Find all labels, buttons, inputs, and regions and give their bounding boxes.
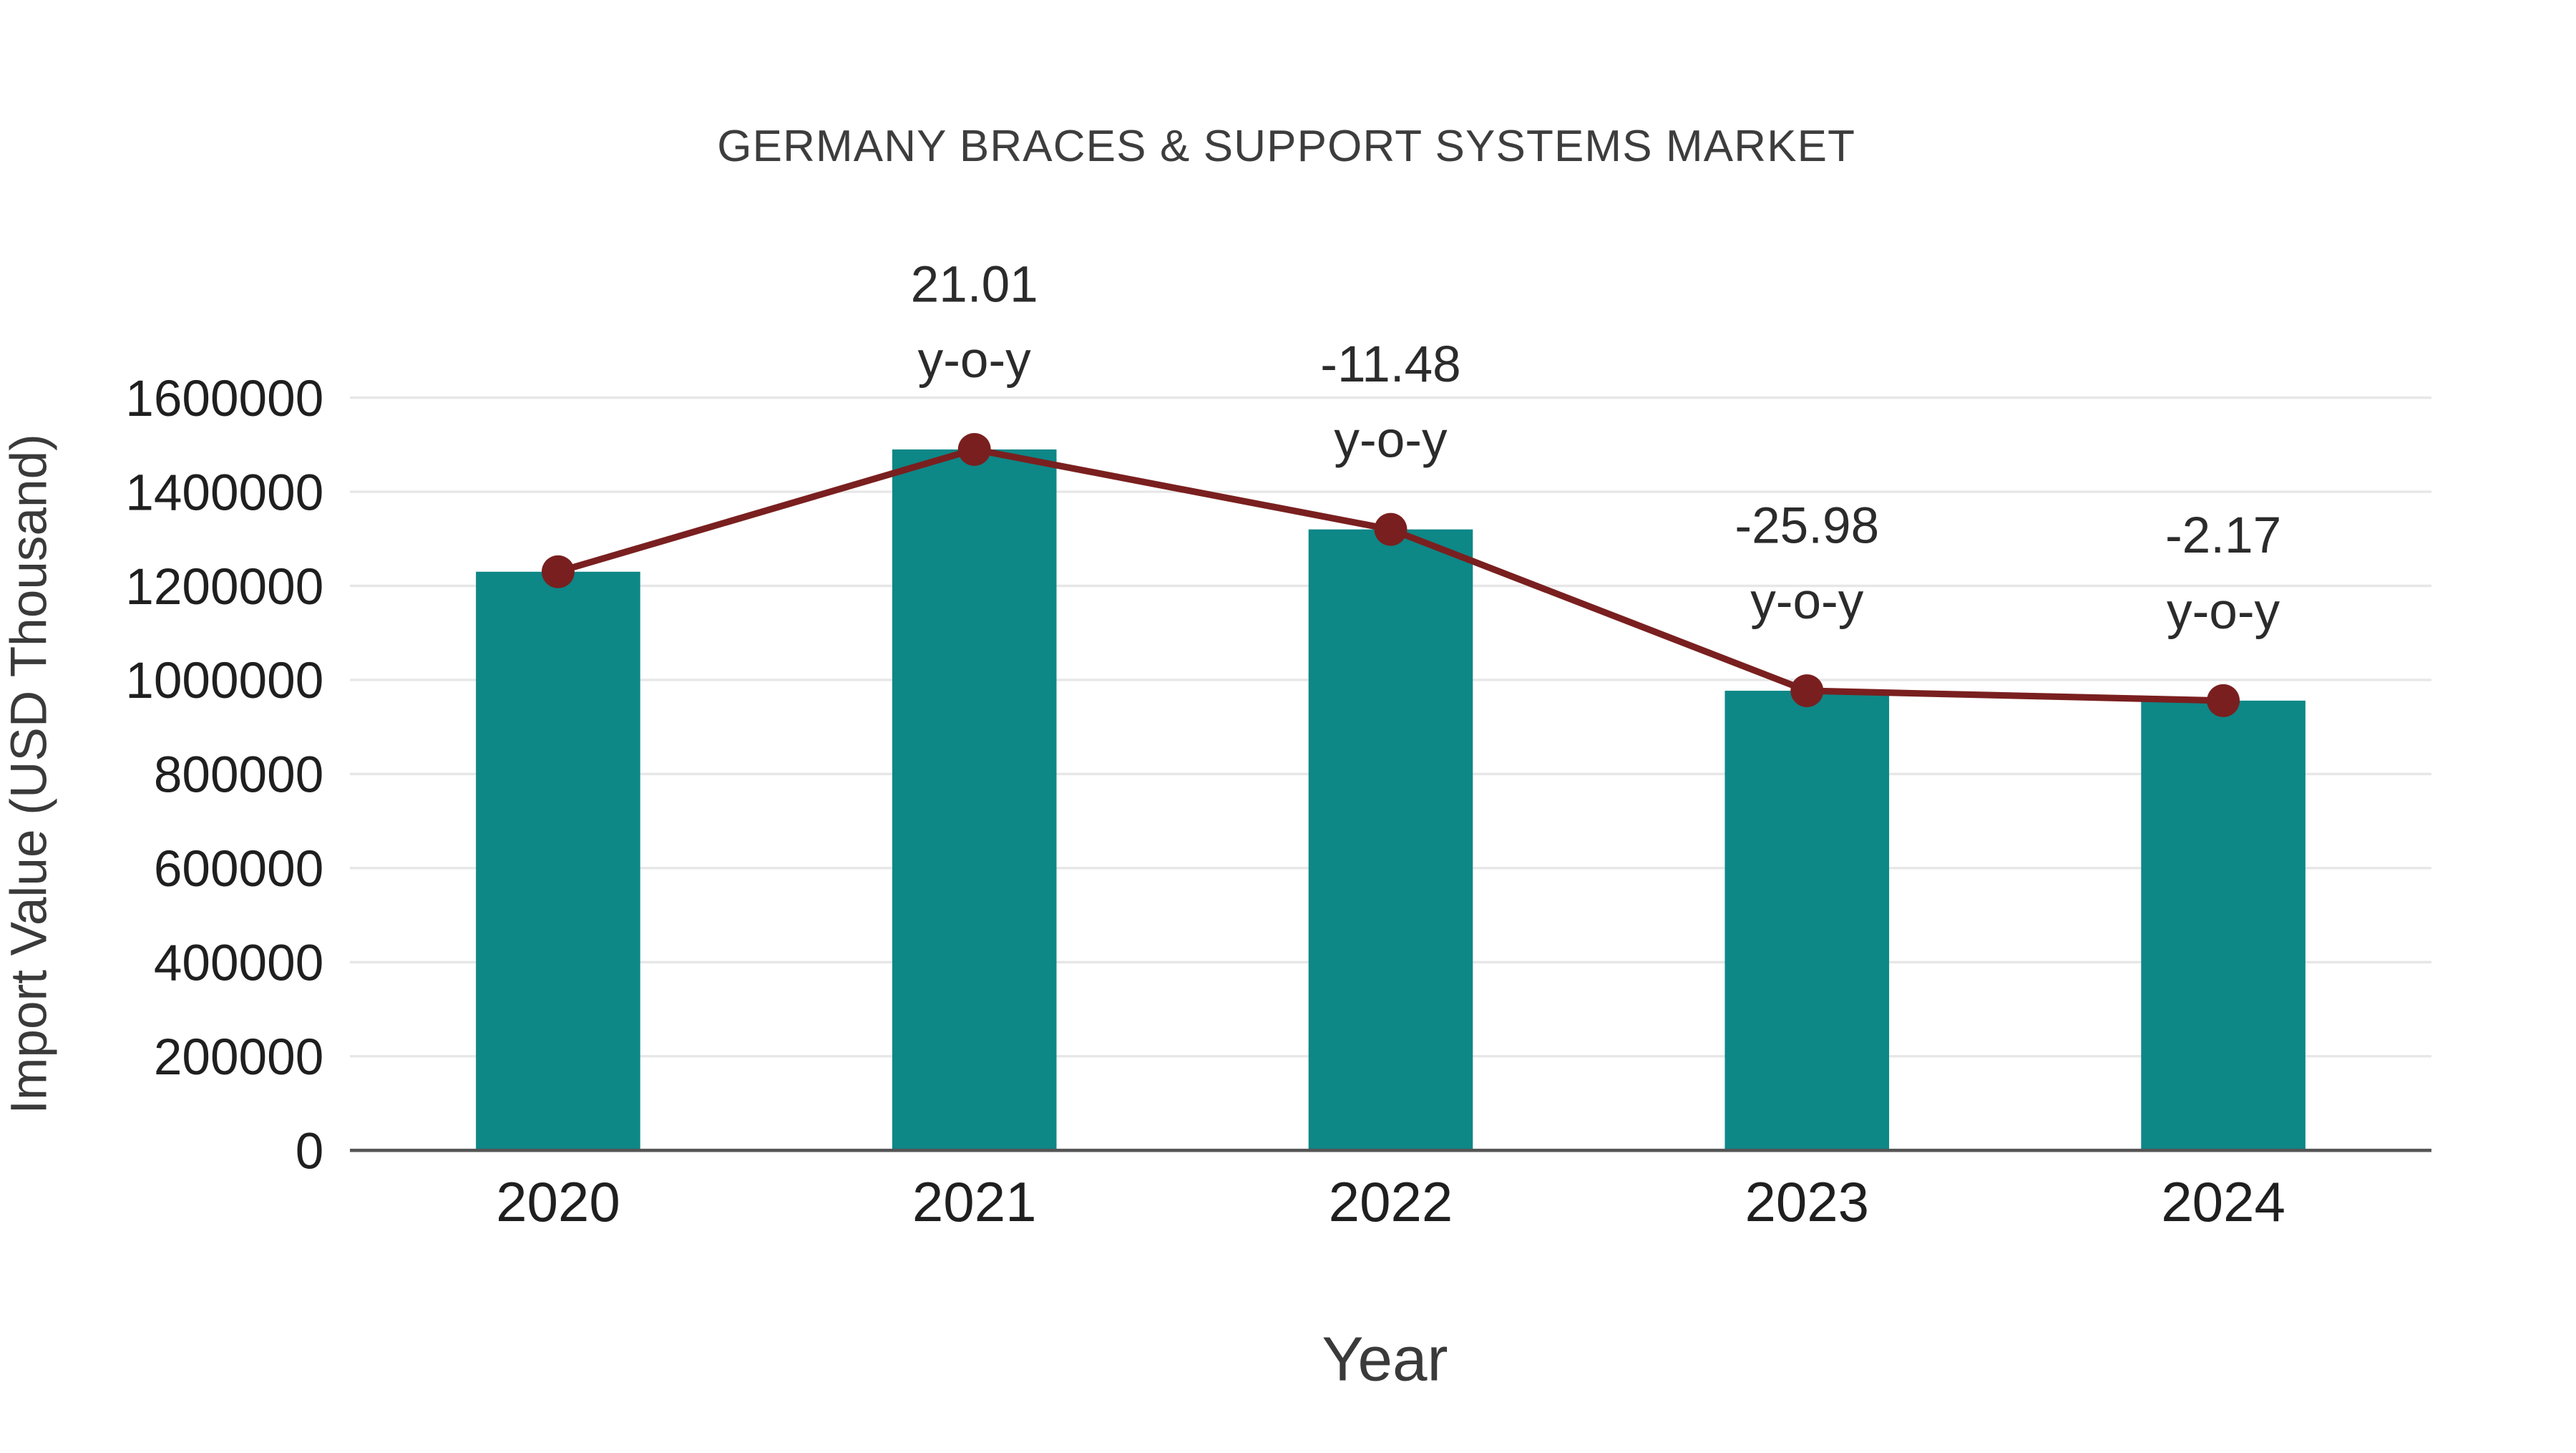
x-axis-title: Year [1322,1325,1448,1394]
bar-2020 [476,571,640,1151]
y-tick-label: 0 [296,1123,324,1180]
y-tick-label: 1600000 [125,371,323,427]
bar-2024 [2141,700,2306,1151]
bar-2022 [1308,529,1473,1151]
yoy-value-label: -11.48 [1320,336,1460,393]
yoy-suffix-label: y-o-y [918,332,1032,389]
yoy-marker-2022 [1374,512,1407,546]
bar-series [476,449,2306,1151]
yoy-suffix-label: y-o-y [1750,573,1864,630]
y-axis-title: Import Value (USD Thousand) [1,434,57,1114]
x-tick-label: 2021 [912,1170,1037,1233]
yoy-marker-2020 [541,555,575,588]
y-tick-label: 600000 [154,841,323,898]
x-tick-labels: 2020 2021 2022 2023 2024 [496,1170,2285,1233]
line-series [541,432,2240,717]
yoy-suffix-label: y-o-y [1334,412,1448,469]
y-tick-label: 200000 [154,1029,323,1086]
yoy-marker-2023 [1790,674,1824,708]
y-tick-label: 1000000 [125,653,323,709]
yoy-marker-2021 [957,432,991,466]
x-tick-label: 2020 [496,1170,620,1233]
x-tick-label: 2022 [1329,1170,1453,1233]
bar-2021 [892,449,1057,1151]
yoy-value-label: -25.98 [1735,497,1879,554]
chart-title: GERMANY BRACES & SUPPORT SYSTEMS MARKET [717,122,1855,171]
bar-2023 [1724,691,1890,1151]
yoy-value-label: -2.17 [2165,507,2281,564]
yoy-marker-2024 [2207,684,2240,717]
yoy-value-label: 21.01 [911,256,1038,313]
annotations: 21.01 y-o-y -11.48 y-o-y -25.98 y-o-y -2.17 y-o… [911,256,2281,640]
y-tick-label: 400000 [154,936,323,992]
x-tick-label: 2024 [2161,1170,2285,1233]
x-tick-label: 2023 [1745,1170,1869,1233]
y-tick-labels: 0 200000 400000 600000 800000 1000000 1200000 1… [125,371,323,1180]
y-tick-label: 800000 [154,747,323,804]
y-tick-label: 1200000 [125,559,323,616]
y-tick-label: 1400000 [125,465,323,521]
yoy-suffix-label: y-o-y [2167,583,2280,640]
